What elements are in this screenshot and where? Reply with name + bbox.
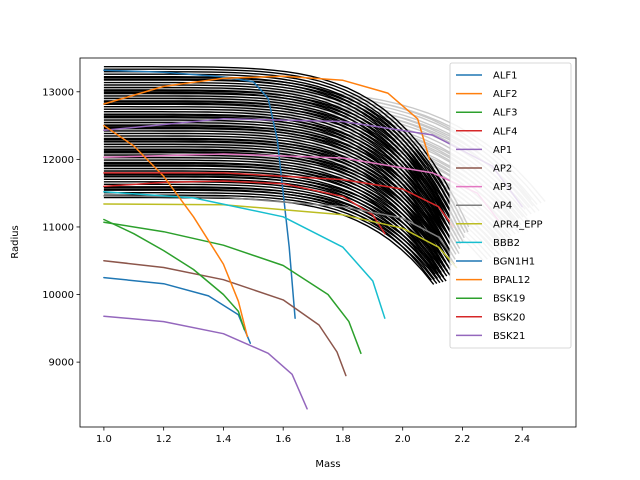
sample-curve [103, 79, 466, 234]
legend-label: ALF1 [493, 71, 518, 82]
sample-curve [103, 178, 445, 278]
legend-label: AP2 [493, 164, 512, 175]
y-tick-label: 12000 [42, 155, 74, 166]
sample-curve [103, 97, 456, 241]
plot-frame [79, 57, 577, 428]
x-tick-label: 2.0 [395, 434, 411, 445]
y-tick-label: 9000 [49, 358, 74, 369]
legend-label: BSK19 [493, 294, 525, 305]
series-line-alf4 [103, 180, 386, 235]
sample-curve [103, 76, 469, 233]
legend-label: AP1 [493, 145, 512, 156]
sample-curve [103, 162, 452, 271]
series-line-bsk19 [103, 218, 246, 331]
series-line-alf1 [103, 69, 296, 319]
y-axis-label: Radius [10, 225, 21, 259]
legend-label: ALF4 [493, 126, 518, 137]
sample-curve [103, 90, 465, 239]
y-tick-label: 13000 [42, 87, 74, 98]
x-axis-label: Mass [315, 459, 340, 470]
sample-curve [103, 103, 462, 244]
sample-curve [103, 116, 458, 250]
series-line-ap4 [103, 195, 452, 255]
legend-label: ALF3 [493, 108, 518, 119]
series-line-ap2 [103, 259, 347, 377]
sample-curve [103, 130, 454, 256]
sample-curve [103, 181, 442, 279]
series-lines [103, 69, 523, 410]
sample-curve [103, 101, 465, 244]
sample-curve [103, 135, 448, 258]
sample-curve [103, 167, 445, 273]
sample-curve [103, 92, 462, 239]
legend-label: AP4 [493, 201, 512, 212]
sample-curve [103, 165, 449, 272]
legend-label: BSK21 [493, 331, 525, 342]
sample-curve [103, 176, 448, 277]
sample-curve [103, 128, 510, 231]
x-axis: 1.0 1.2 1.4 1.6 1.8 2.0 2.2 2.4 [96, 427, 530, 445]
legend-label: BPAL12 [493, 275, 530, 286]
x-tick-label: 1.0 [96, 434, 112, 445]
legend-label: BGN1H1 [493, 257, 535, 268]
legend-label: BSK20 [493, 312, 525, 323]
sample-curve [103, 191, 441, 284]
sample-curve [103, 105, 458, 245]
sample-curve [103, 183, 439, 280]
sample-curve [103, 159, 443, 269]
sample-curve [103, 127, 457, 255]
x-tick-label: 2.4 [514, 434, 530, 445]
sample-curve [103, 108, 455, 246]
sample-curve [103, 125, 460, 254]
x-tick-label: 1.2 [156, 434, 172, 445]
series-line-bpal12 [103, 124, 249, 338]
legend-label: AP3 [493, 182, 512, 193]
sample-curve [103, 142, 514, 243]
x-tick-label: 1.6 [275, 434, 291, 445]
y-tick-label: 11000 [42, 222, 74, 233]
legend-box [449, 62, 572, 349]
x-tick-label: 1.8 [335, 434, 351, 445]
sample-curve [103, 170, 442, 274]
series-line-apr4_epp [103, 203, 458, 269]
series-line-bsk21 [103, 315, 308, 410]
y-axis: 9000 10000 11000 12000 13000 [42, 87, 80, 369]
series-line-alf3 [103, 221, 362, 355]
legend-label: ALF2 [493, 89, 518, 100]
series-line-alf2 [103, 75, 431, 161]
sample-curve [103, 146, 447, 263]
sample-curve [103, 114, 461, 249]
legend-label: BBB2 [493, 238, 520, 249]
sample-curve [103, 189, 444, 283]
series-line-bsk20 [103, 172, 455, 228]
legend-label: APR4_EPP [493, 219, 543, 230]
sample-curve [103, 81, 463, 234]
sample-curve [103, 121, 451, 252]
sample-curve [103, 68, 467, 229]
x-tick-label: 1.4 [215, 434, 231, 445]
legend: ALF1 ALF2 ALF3 ALF4 AP1 AP2 AP3 AP4 APR4_EPP BBB2… [449, 62, 572, 349]
sample-curve [103, 156, 446, 268]
y-tick-label: 10000 [42, 290, 74, 301]
x-tick-label: 2.2 [455, 434, 471, 445]
sample-curve [103, 143, 450, 262]
sample-curve [103, 119, 455, 251]
